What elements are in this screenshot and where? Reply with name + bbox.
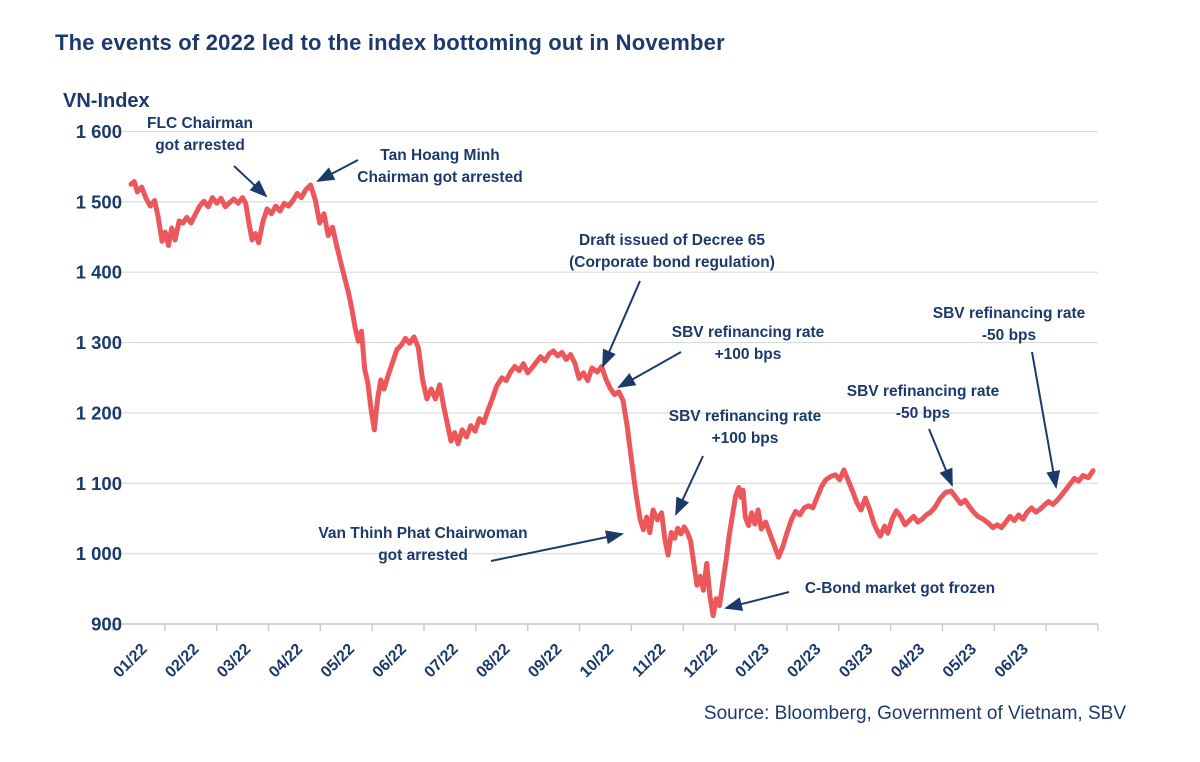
y-tick-label: 1 500 [76,191,122,212]
x-tick-label: 05/22 [318,641,358,681]
x-tick-label: 06/22 [370,641,410,681]
annotation-arrows [233,159,1061,611]
annotation-arrow-sbv-minus-50-apr [928,428,953,487]
x-tick-label: 09/22 [525,641,565,681]
annotation-arrow-flc-arrest [233,165,268,198]
x-tick-label: 02/22 [162,641,202,681]
annotation-arrow-sbv-plus-100-oct [675,455,704,516]
annotation-sbv-plus-100-sep: SBV refinancing rate +100 bps [671,324,825,363]
vn-index-series [128,179,1096,619]
annotation-arrow-sbv-minus-50-jun [1031,351,1061,489]
gridlines [108,130,1098,625]
x-tick-label: 01/23 [732,641,772,681]
annotation-sbv-plus-100-oct: SBV refinancing rate +100 bps [668,408,822,447]
annotation-cbond-frozen: C-Bond market got frozen [804,580,996,597]
x-tick-label: 12/22 [681,641,721,681]
annotation-arrow-sbv-plus-100-sep [617,351,682,388]
x-tick-label: 05/23 [940,641,980,681]
x-tick-label: 01/22 [110,641,150,681]
annotation-arrow-decree-65 [602,280,641,368]
x-tick-label: 11/22 [629,641,669,681]
x-tick-label: 07/22 [421,641,461,681]
x-tick-label: 08/22 [473,641,513,681]
y-tick-label: 1 400 [76,262,122,283]
x-tick-label: 03/23 [836,641,876,681]
x-tick-label: 06/23 [992,641,1032,681]
x-tick-label: 10/22 [577,641,617,681]
annotation-arrow-tan-hoang-minh-arrest [316,159,359,182]
annotation-tan-hoang-minh-arrest: Tan Hoang Minh Chairman got arrested [357,147,523,186]
y-axis-labels: 900 1 000 1 100 1 200 1 300 1 400 1 500 1 600 [76,121,122,634]
vn-index-line [128,179,1096,619]
annotation-flc-arrest: FLC Chairman got arrested [147,115,253,154]
y-tick-label: 1 000 [76,543,122,564]
x-axis [112,624,1099,631]
annotation-van-thinh-phat-arrest: Van Thinh Phat Chairwoman got arrested [318,525,528,564]
y-axis-title: VN-Index [63,90,150,112]
source-attribution: Source: Bloomberg, Government of Vietnam… [703,703,1126,724]
y-tick-label: 900 [91,614,122,635]
annotation-decree-65: Draft issued of Decree 65 (Corporate bon… [569,232,775,271]
annotation-sbv-minus-50-jun: SBV refinancing rate -50 bps [932,305,1086,344]
page-title: The events of 2022 led to the index bott… [55,30,725,55]
annotation-arrow-van-thinh-phat-arrest [490,530,624,562]
annotation-sbv-minus-50-apr: SBV refinancing rate -50 bps [846,383,1000,422]
x-tick-label: 03/22 [214,641,254,681]
y-tick-label: 1 200 [76,402,122,423]
x-tick-label: 02/23 [784,641,824,681]
x-tick-label: 04/22 [266,641,306,681]
y-tick-label: 1 600 [76,121,122,142]
y-tick-label: 1 300 [76,332,122,353]
x-axis-labels: 01/22 02/22 03/22 04/22 05/22 06/22 07/22 08/22… [110,641,1032,681]
x-tick-label: 04/23 [888,641,928,681]
annotation-arrow-cbond-frozen [724,591,790,611]
y-tick-label: 1 100 [76,473,122,494]
